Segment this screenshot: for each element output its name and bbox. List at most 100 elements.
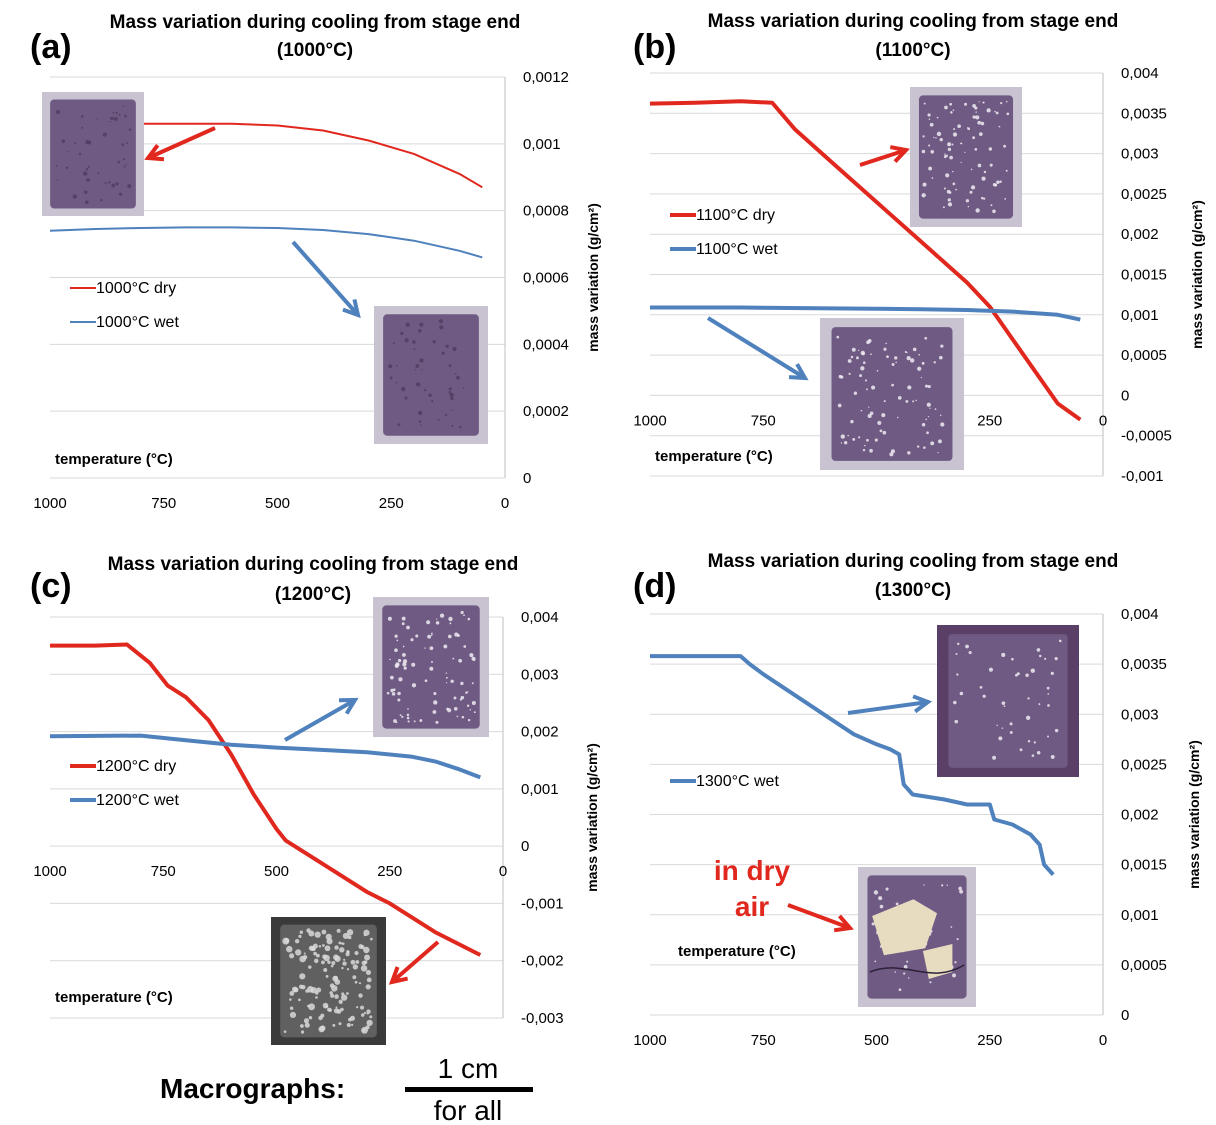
chart-panel-a: 0 0,0002 0,0004 0,0006 0,0008 0,001 0,0012 1000… [30, 12, 601, 512]
y-tick-label: -0,003 [521, 1010, 564, 1027]
x-tick-label: 1000 [33, 495, 66, 512]
y-tick-label: 0,0012 [523, 69, 569, 86]
x-tick-label: 750 [751, 412, 776, 429]
chart-subtitle: (1000°C) [277, 40, 353, 61]
x-tick-label: 250 [977, 412, 1002, 429]
x-tick-label: 0 [1099, 412, 1107, 429]
y-tick-label: 0,0035 [1121, 656, 1167, 673]
y-tick-label: 0 [521, 838, 529, 855]
chart-title: Mass variation during cooling from stage… [708, 551, 1119, 572]
y-tick-label: 0,0005 [1121, 347, 1167, 364]
scale-length-label: 1 cm [438, 1053, 499, 1084]
y-tick-label: 0 [523, 470, 531, 487]
y-tick-label: 0,004 [1121, 606, 1159, 623]
chart-subtitle: (1200°C) [275, 584, 351, 605]
arrow-1200-wet [284, 697, 359, 742]
y-tick-label: 0,001 [523, 136, 561, 153]
y-axis-title: mass variation (g/cm²) [1186, 740, 1202, 889]
x-tick-label: 750 [151, 863, 176, 880]
arrow-1000-wet [291, 240, 361, 319]
y-tick-label: 0,004 [1121, 65, 1159, 82]
series-line [649, 99, 1082, 422]
series-line [650, 654, 1055, 876]
y-tick-label: 0,002 [1121, 807, 1159, 824]
macrograph-1000-dry [42, 92, 144, 216]
macrograph-1000-wet [374, 306, 488, 444]
y-tick-label: 0,0005 [1121, 957, 1167, 974]
legend-label: 1200°C wet [96, 792, 179, 809]
y-tick-label: 0,0002 [523, 403, 569, 420]
scale-for-all-label: for all [434, 1095, 502, 1125]
arrow-1000-dry [144, 126, 216, 162]
y-tick-label: -0,001 [1121, 468, 1164, 485]
x-tick-label: 250 [977, 1032, 1002, 1049]
chart-title: Mass variation during cooling from stage… [708, 11, 1119, 32]
arrow-1300-wet [847, 694, 933, 715]
y-tick-label: 0,0006 [523, 270, 569, 287]
macrograph-layer: in dry air [42, 87, 1079, 1045]
legend-label: 1300°C wet [696, 773, 779, 790]
x-tick-label: 750 [151, 495, 176, 512]
y-tick-label: 0,0008 [523, 203, 569, 220]
y-tick-label: 0,0015 [1121, 857, 1167, 874]
y-tick-label: 0,0025 [1121, 186, 1167, 203]
y-axis-title: mass variation (g/cm²) [585, 203, 601, 352]
chart-subtitle: (1300°C) [875, 580, 951, 601]
chart-panel-c: -0,003 -0,002 -0,001 0 0,001 0,002 0,003 0,004 1… [30, 554, 600, 1027]
y-tick-label: 0,002 [521, 724, 559, 741]
y-tick-label: 0,004 [521, 609, 559, 626]
chart-subtitle: (1100°C) [875, 40, 950, 61]
x-tick-label: 0 [501, 495, 509, 512]
x-tick-label: 500 [864, 1032, 889, 1049]
annotation-in-dry: in dry [714, 855, 791, 886]
scale-bar-line [405, 1087, 533, 1092]
arrow-1300-dry-air [787, 903, 854, 933]
y-tick-label: 0,001 [1121, 907, 1159, 924]
series-line [50, 642, 482, 957]
chart-panel-d: 0 0,0005 0,001 0,0015 0,002 0,0025 0,003 0,0035… [633, 551, 1202, 1049]
x-axis-title: temperature (°C) [55, 451, 173, 468]
y-tick-label: 0,003 [1121, 706, 1159, 723]
series-line [650, 305, 1081, 322]
y-axis-title: mass variation (g/cm²) [1189, 200, 1205, 349]
y-tick-label: -0,002 [521, 953, 564, 970]
x-tick-label: 0 [1099, 1032, 1107, 1049]
series-line [49, 226, 483, 259]
y-tick-label: 0,003 [521, 666, 559, 683]
x-tick-label: 750 [751, 1032, 776, 1049]
macrograph-1100-wet [820, 318, 964, 470]
x-tick-label: 500 [264, 863, 289, 880]
legend-label: 1200°C dry [96, 758, 176, 775]
macrograph-1100-dry [910, 87, 1022, 227]
y-tick-label: 0,001 [521, 781, 559, 798]
chart-title: Mass variation during cooling from stage… [108, 554, 519, 575]
x-tick-label: 1000 [633, 1032, 666, 1049]
x-tick-label: 250 [379, 495, 404, 512]
y-tick-label: 0,001 [1121, 307, 1159, 324]
x-tick-label: 500 [265, 495, 290, 512]
x-tick-label: 1000 [33, 863, 66, 880]
y-tick-label: 0,0015 [1121, 267, 1167, 284]
panel-label: (b) [633, 28, 676, 66]
x-tick-label: 250 [377, 863, 402, 880]
y-tick-label: 0,0035 [1121, 105, 1167, 122]
panel-label: (d) [633, 567, 676, 605]
legend-label: 1000°C wet [96, 314, 179, 331]
legend-label: 1100°C dry [696, 207, 775, 224]
macrograph-1200-dry [271, 917, 386, 1045]
macrograph-1300-wet [937, 625, 1079, 777]
y-tick-label: -0,001 [521, 895, 564, 912]
x-tick-label: 0 [499, 863, 507, 880]
scale-bar-legend: Macrographs: 1 cm for all [160, 1053, 533, 1125]
y-tick-label: 0 [1121, 1007, 1129, 1024]
y-tick-label: 0,0025 [1121, 756, 1167, 773]
chart-title: Mass variation during cooling from stage… [110, 12, 521, 33]
y-tick-label: 0,002 [1121, 226, 1159, 243]
arrow-1100-dry [859, 145, 910, 167]
macrograph-1200-wet [373, 597, 489, 737]
x-axis-title: temperature (°C) [655, 448, 773, 465]
y-tick-label: 0,003 [1121, 146, 1159, 163]
annotation-air: air [735, 891, 769, 922]
x-axis-title: temperature (°C) [55, 989, 173, 1006]
